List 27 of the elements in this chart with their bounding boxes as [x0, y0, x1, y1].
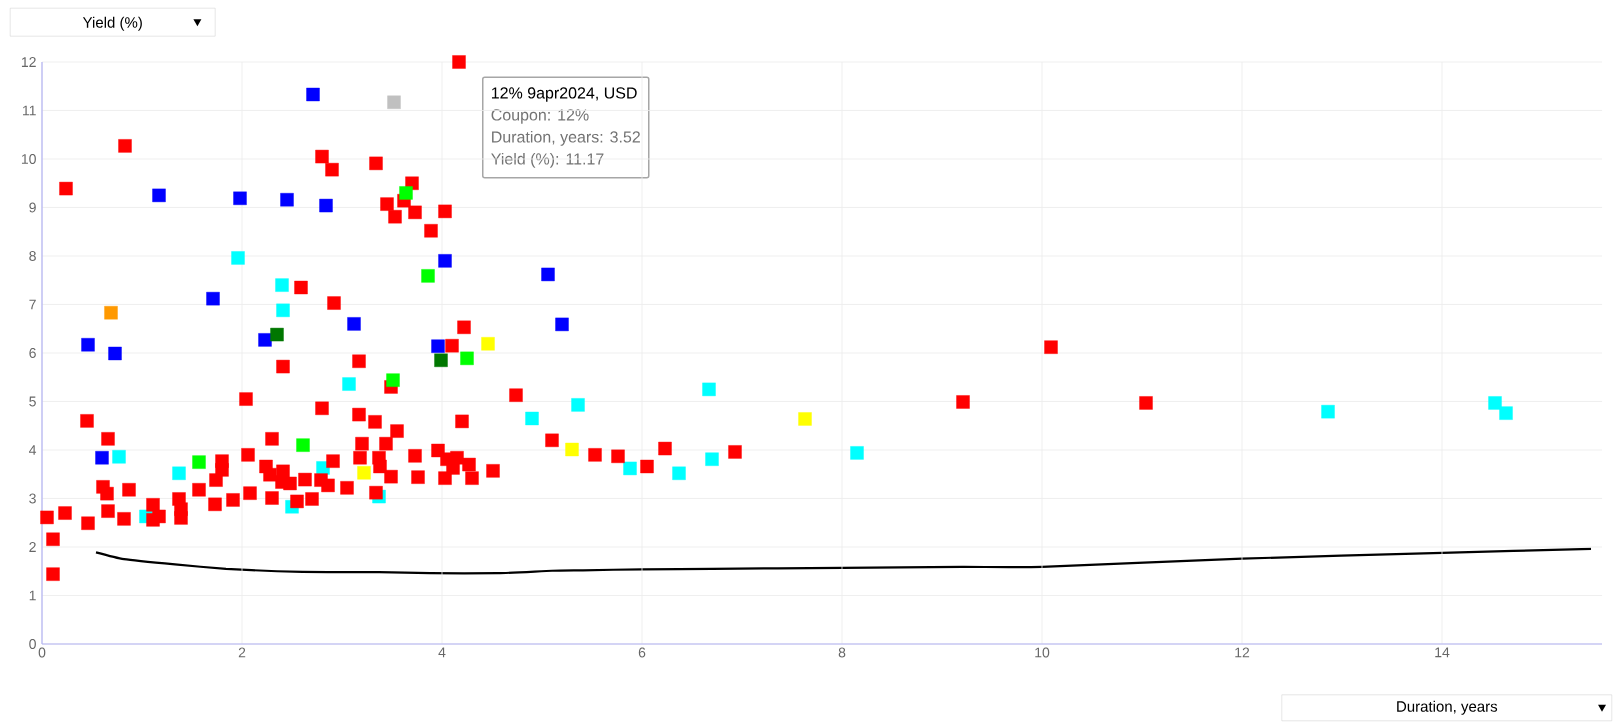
x-tick-label: 6 — [638, 647, 646, 658]
x-axis-title: Duration, years — [1397, 700, 1498, 715]
y-tick-label: 7 — [29, 299, 36, 310]
y-tick-label: 9 — [29, 202, 36, 213]
x-tick-label: 10 — [1035, 647, 1050, 658]
x-tick-label: 14 — [1435, 647, 1450, 658]
x-tick-label: 4 — [438, 647, 446, 658]
x-tick-label: 12 — [1235, 647, 1250, 658]
y-tick-label: 6 — [29, 348, 36, 358]
y-tick-label: 1 — [29, 590, 36, 601]
annotation: Yield (%): 11.17 — [491, 152, 604, 168]
annotation: Duration, years: 3.52 — [492, 130, 640, 146]
y-tick-label: 8 — [29, 251, 36, 261]
y-tick-label: 4 — [28, 445, 37, 455]
y-tick-label: 0 — [29, 639, 36, 649]
y-tick-label: 3 — [29, 493, 36, 504]
x-tick-label: 2 — [238, 647, 246, 658]
x-tick-label: 8 — [838, 647, 846, 658]
annotation: Coupon: 12% — [491, 109, 589, 124]
y-tick-label: 10 — [21, 154, 36, 164]
y-tick-label: 12 — [21, 57, 36, 67]
annotation: 12% 9apr2024, USD — [491, 87, 637, 102]
y-tick-label: 11 — [23, 105, 36, 116]
y-tick-label: 2 — [29, 542, 36, 552]
y-axis-title: Yield (%) — [82, 16, 142, 31]
x-tick-label: 0 — [38, 647, 46, 658]
y-tick-label: 5 — [29, 396, 36, 407]
